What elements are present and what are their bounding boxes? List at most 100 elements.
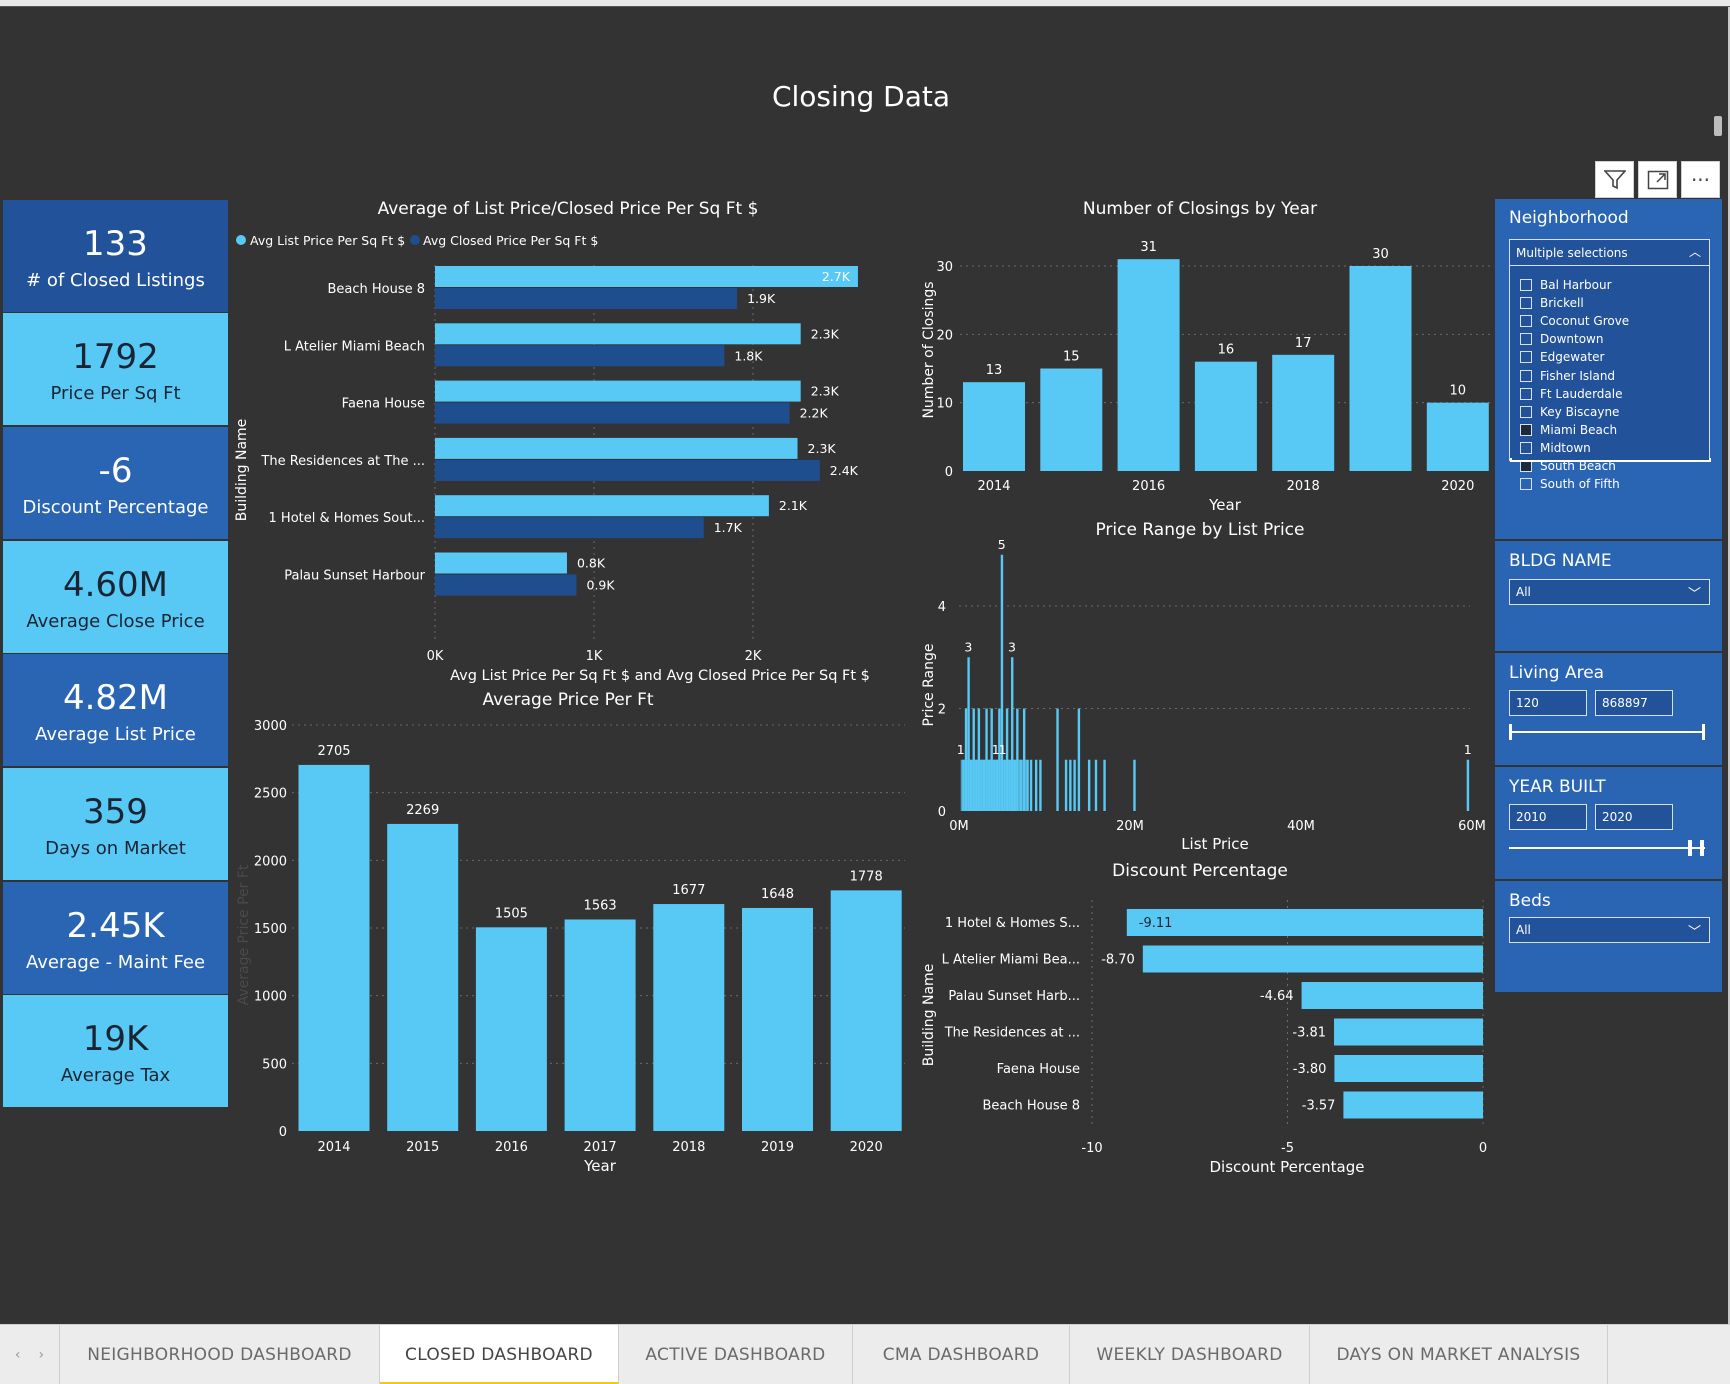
checkbox-icon[interactable] <box>1520 369 1532 382</box>
data-label: 1 <box>1464 742 1472 757</box>
neighborhood-option[interactable]: Edgewater <box>1520 350 1604 364</box>
year-built-slicer: YEAR BUILT 2010 2020 <box>1495 765 1722 877</box>
bar-price-range <box>1094 759 1098 811</box>
year-built-slider-min-handle[interactable] <box>1688 840 1692 856</box>
x-tick-label: 2019 <box>761 1140 794 1155</box>
focus-mode-icon[interactable] <box>1638 161 1677 198</box>
beds-dropdown[interactable]: All ﹀ <box>1509 917 1710 943</box>
bar-closings <box>963 382 1025 471</box>
page-tab[interactable]: CMA DASHBOARD <box>853 1325 1070 1384</box>
bldg-name-slicer: BLDG NAME All ﹀ <box>1495 539 1722 649</box>
neighborhood-list-scrollbar[interactable] <box>1510 458 1711 462</box>
data-label: 1.8K <box>734 348 763 363</box>
tab-prev-icon[interactable]: ‹ <box>14 1347 21 1363</box>
data-label: 10 <box>1450 384 1467 399</box>
chevron-up-icon[interactable]: ︿ <box>1688 245 1701 259</box>
bar-price-range <box>1026 759 1029 811</box>
bar-price-range <box>962 759 965 811</box>
living-area-slicer: Living Area 120 868897 <box>1495 651 1722 763</box>
checkbox-icon[interactable] <box>1520 315 1532 328</box>
bar-price-range <box>1069 759 1072 811</box>
living-area-max-input[interactable]: 868897 <box>1595 690 1673 716</box>
year-built-slider-track[interactable] <box>1509 847 1705 849</box>
neighborhood-option[interactable]: Miami Beach <box>1520 423 1617 437</box>
page-tab[interactable]: NEIGHBORHOOD DASHBOARD <box>60 1325 380 1384</box>
chart-title: Discount Percentage <box>1112 861 1288 881</box>
neighborhood-option-label: Midtown <box>1540 440 1591 455</box>
living-area-slider-max-handle[interactable] <box>1702 724 1705 740</box>
bar-price-range <box>1008 759 1011 811</box>
bar-price-range <box>1022 708 1026 811</box>
bar-avg-price <box>298 764 370 1131</box>
checkbox-icon[interactable] <box>1520 405 1532 418</box>
tab-next-icon[interactable]: › <box>38 1347 45 1363</box>
y-axis-title: Price Range <box>921 644 937 727</box>
bar-closed-psf <box>435 459 820 481</box>
neighborhood-option[interactable]: South of Fifth <box>1520 477 1620 491</box>
data-label: 3 <box>964 639 972 654</box>
data-label: 2.1K <box>779 498 808 513</box>
neighborhood-title: Neighborhood <box>1509 208 1629 228</box>
y-tick-label: 0 <box>945 465 953 480</box>
neighborhood-option[interactable]: Bal Harbour <box>1520 278 1612 292</box>
neighborhood-option-label: Downtown <box>1540 332 1604 347</box>
year-built-max-input[interactable]: 2020 <box>1595 804 1673 830</box>
checkbox-icon[interactable] <box>1520 297 1532 310</box>
chart-closings-by-year: Number of Closings by Year 0 10 20 30 Number … <box>921 199 1490 514</box>
page-tab[interactable]: CLOSED DASHBOARD <box>380 1325 619 1384</box>
bldg-name-value: All <box>1516 585 1531 599</box>
page-tab[interactable]: WEEKLY DASHBOARD <box>1070 1325 1310 1384</box>
neighborhood-selection[interactable]: Multiple selections ︿ <box>1510 240 1709 266</box>
neighborhood-option[interactable]: Coconut Grove <box>1520 314 1629 328</box>
neighborhood-option[interactable]: Fisher Island <box>1520 369 1615 383</box>
checkbox-icon[interactable] <box>1520 279 1532 291</box>
neighborhood-option-label: Ft Lauderdale <box>1540 386 1623 401</box>
data-label: -4.64 <box>1260 989 1294 1004</box>
page-tabs: ‹ › NEIGHBORHOOD DASHBOARD CLOSED DASHBOA… <box>0 1324 1730 1384</box>
neighborhood-option[interactable]: Midtown <box>1520 441 1591 455</box>
y-tick-label: 0 <box>279 1125 287 1140</box>
year-built-slider-max-handle[interactable] <box>1700 840 1704 856</box>
bar-discount <box>1126 909 1483 936</box>
bar-price-range <box>969 759 973 811</box>
y-axis-title: Building Name <box>234 419 250 522</box>
chart-title: Number of Closings by Year <box>1083 199 1317 219</box>
scroll-handle[interactable] <box>1714 116 1722 136</box>
bar-price-range <box>1034 759 1038 811</box>
more-options-icon[interactable]: ··· <box>1681 161 1720 198</box>
living-area-slider-min-handle[interactable] <box>1509 724 1512 740</box>
x-tick-label: -5 <box>1281 1141 1294 1156</box>
bar-avg-price <box>742 907 813 1131</box>
neighborhood-option[interactable]: Brickell <box>1520 296 1584 310</box>
bar-closings <box>1040 368 1103 471</box>
checkbox-icon[interactable] <box>1520 333 1532 346</box>
year-built-min-input[interactable]: 2010 <box>1509 804 1587 830</box>
page-tab[interactable]: ACTIVE DASHBOARD <box>619 1325 853 1384</box>
checkbox-icon[interactable] <box>1520 387 1532 400</box>
neighborhood-option[interactable]: Downtown <box>1520 332 1603 346</box>
neighborhood-selection-text: Multiple selections <box>1516 246 1628 260</box>
bar-closed-psf <box>435 288 738 309</box>
bldg-name-dropdown[interactable]: All ﹀ <box>1509 579 1710 605</box>
filter-icon[interactable] <box>1595 161 1634 198</box>
living-area-min-input[interactable]: 120 <box>1509 690 1587 716</box>
y-tick-label: L Atelier Miami Bea... <box>942 953 1080 968</box>
neighborhood-option-label: Key Biscayne <box>1540 404 1620 419</box>
neighborhood-option[interactable]: Key Biscayne <box>1520 405 1619 419</box>
neighborhood-option[interactable]: Ft Lauderdale <box>1520 387 1622 401</box>
checkbox-icon[interactable] <box>1520 478 1532 491</box>
checkbox-icon[interactable] <box>1520 423 1532 436</box>
x-tick-label: 2014 <box>317 1140 350 1155</box>
bar-closed-psf <box>435 517 704 539</box>
y-tick-label: 500 <box>262 1057 287 1072</box>
page-tab[interactable]: DAYS ON MARKET ANALYSIS <box>1310 1325 1608 1384</box>
bar-price-range <box>998 708 1001 811</box>
kpi-label: Average List Price <box>35 724 196 745</box>
living-area-slider-track[interactable] <box>1509 731 1705 733</box>
checkbox-icon[interactable] <box>1520 441 1532 454</box>
neighborhood-option[interactable]: South Beach <box>1520 459 1616 473</box>
neighborhood-option-label: Bal Harbour <box>1540 278 1612 292</box>
checkbox-icon[interactable] <box>1520 351 1532 364</box>
data-label: 13 <box>986 363 1003 378</box>
kpi-label: Price Per Sq Ft <box>50 383 181 404</box>
